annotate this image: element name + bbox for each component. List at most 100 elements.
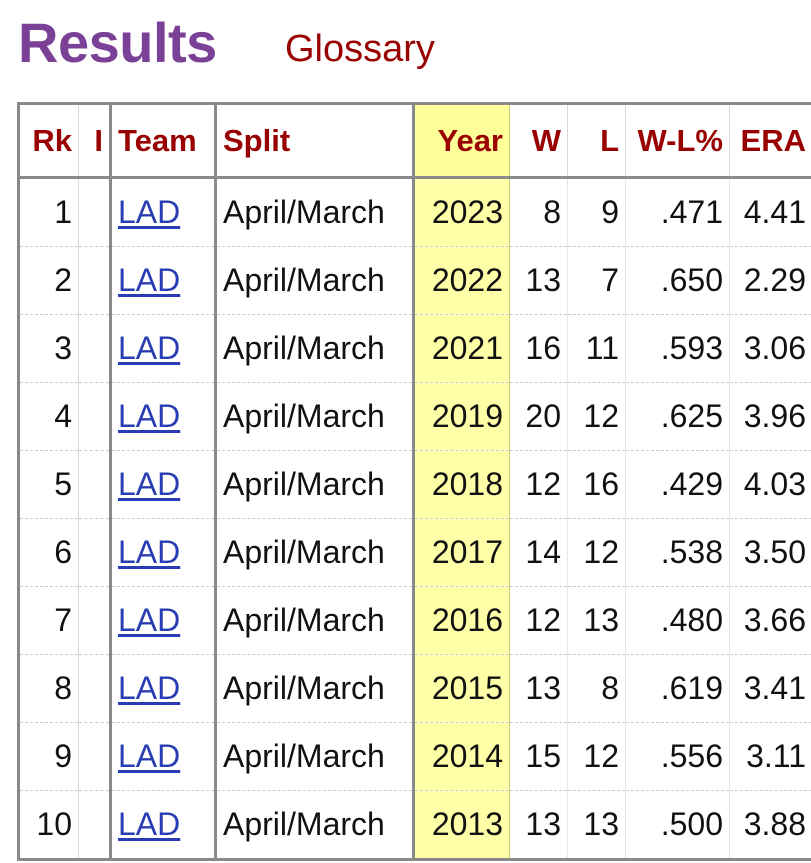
cell-w: 16 [509, 314, 568, 383]
column-header-wl-pct[interactable]: W-L% [625, 102, 730, 179]
cell-wl-pct: .556 [625, 722, 730, 791]
column-header-i[interactable]: I [78, 102, 111, 179]
team-link[interactable]: LAD [118, 670, 181, 706]
cell-w: 20 [509, 382, 568, 451]
cell-rk: 4 [17, 382, 79, 451]
cell-era: 3.88 [729, 790, 811, 861]
cell-era: 3.50 [729, 518, 811, 587]
table-row: 1 LAD April/March 2023 8 9.471 4.41 [17, 177, 811, 247]
column-header-w[interactable]: W [509, 102, 568, 179]
glossary-link[interactable]: Glossary [285, 28, 435, 70]
cell-split: April/March [214, 654, 414, 723]
team-link[interactable]: LAD [118, 534, 181, 570]
team-link[interactable]: LAD [118, 466, 181, 502]
cell-i [78, 450, 111, 519]
cell-split: April/March [214, 382, 414, 451]
column-header-split[interactable]: Split [214, 102, 414, 179]
table-row: 7 LAD April/March 2016 12 13.480 3.66 [17, 586, 811, 655]
cell-rk: 9 [17, 722, 79, 791]
cell-year: 2014 [412, 722, 510, 791]
cell-split: April/March [214, 314, 414, 383]
cell-split: April/March [214, 586, 414, 655]
cell-year: 2013 [412, 790, 510, 861]
cell-split: April/March [214, 518, 414, 587]
column-header-l[interactable]: L [567, 102, 626, 179]
cell-i [78, 382, 111, 451]
cell-wl-pct: .650 [625, 246, 730, 315]
table-row: 4 LAD April/March 2019 20 12.625 3.96 [17, 382, 811, 451]
cell-era: 3.06 [729, 314, 811, 383]
results-table-container[interactable]: Rk I Team Split Year W L W-L% ERA 1 LAD Ap… [17, 102, 811, 861]
cell-l: 7 [567, 246, 626, 315]
cell-i [78, 177, 111, 247]
team-link[interactable]: LAD [118, 398, 181, 434]
cell-year: 2023 [412, 177, 510, 247]
team-link[interactable]: LAD [118, 806, 181, 842]
cell-rk: 6 [17, 518, 79, 587]
header-row: Rk I Team Split Year W L W-L% ERA [17, 102, 811, 179]
table-row: 8 LAD April/March 2015 13 8.619 3.41 [17, 654, 811, 723]
table-row: 3 LAD April/March 2021 16 11.593 3.06 [17, 314, 811, 383]
cell-team: LAD [109, 314, 216, 383]
cell-i [78, 654, 111, 723]
cell-rk: 10 [17, 790, 79, 861]
cell-w: 8 [509, 177, 568, 247]
cell-wl-pct: .619 [625, 654, 730, 723]
column-header-year[interactable]: Year [412, 102, 510, 179]
cell-w: 12 [509, 450, 568, 519]
table-row: 5 LAD April/March 2018 12 16.429 4.03 [17, 450, 811, 519]
cell-wl-pct: .480 [625, 586, 730, 655]
cell-l: 12 [567, 722, 626, 791]
cell-era: 3.41 [729, 654, 811, 723]
cell-rk: 3 [17, 314, 79, 383]
cell-year: 2019 [412, 382, 510, 451]
cell-i [78, 518, 111, 587]
cell-l: 12 [567, 518, 626, 587]
cell-split: April/March [214, 450, 414, 519]
cell-l: 13 [567, 586, 626, 655]
column-header-era[interactable]: ERA [729, 102, 811, 179]
cell-w: 12 [509, 586, 568, 655]
cell-wl-pct: .625 [625, 382, 730, 451]
cell-team: LAD [109, 518, 216, 587]
cell-i [78, 586, 111, 655]
cell-split: April/March [214, 177, 414, 247]
column-header-rk[interactable]: Rk [17, 102, 79, 179]
team-link[interactable]: LAD [118, 602, 181, 638]
cell-year: 2021 [412, 314, 510, 383]
cell-l: 9 [567, 177, 626, 247]
cell-split: April/March [214, 246, 414, 315]
team-link[interactable]: LAD [118, 330, 181, 366]
column-header-team[interactable]: Team [109, 102, 216, 179]
cell-wl-pct: .429 [625, 450, 730, 519]
results-table: Rk I Team Split Year W L W-L% ERA 1 LAD Ap… [17, 102, 811, 861]
cell-team: LAD [109, 177, 216, 247]
table-header: Rk I Team Split Year W L W-L% ERA [17, 102, 811, 179]
team-link[interactable]: LAD [118, 262, 181, 298]
cell-i [78, 246, 111, 315]
table-body: 1 LAD April/March 2023 8 9.471 4.41 2 LAD April/M… [17, 177, 811, 861]
cell-team: LAD [109, 654, 216, 723]
table-row: 9 LAD April/March 2014 15 12.556 3.11 [17, 722, 811, 791]
table-row: 6 LAD April/March 2017 14 12.538 3.50 [17, 518, 811, 587]
cell-split: April/March [214, 722, 414, 791]
cell-year: 2017 [412, 518, 510, 587]
cell-team: LAD [109, 586, 216, 655]
cell-era: 4.41 [729, 177, 811, 247]
cell-year: 2022 [412, 246, 510, 315]
results-header: Results Glossary [0, 0, 811, 100]
cell-team: LAD [109, 722, 216, 791]
cell-l: 12 [567, 382, 626, 451]
team-link[interactable]: LAD [118, 194, 181, 230]
team-link[interactable]: LAD [118, 738, 181, 774]
cell-era: 3.11 [729, 722, 811, 791]
cell-i [78, 722, 111, 791]
cell-team: LAD [109, 790, 216, 861]
cell-era: 3.96 [729, 382, 811, 451]
cell-year: 2015 [412, 654, 510, 723]
table-row: 2 LAD April/March 2022 13 7.650 2.29 [17, 246, 811, 315]
cell-team: LAD [109, 246, 216, 315]
page-title: Results [18, 11, 217, 74]
cell-w: 15 [509, 722, 568, 791]
